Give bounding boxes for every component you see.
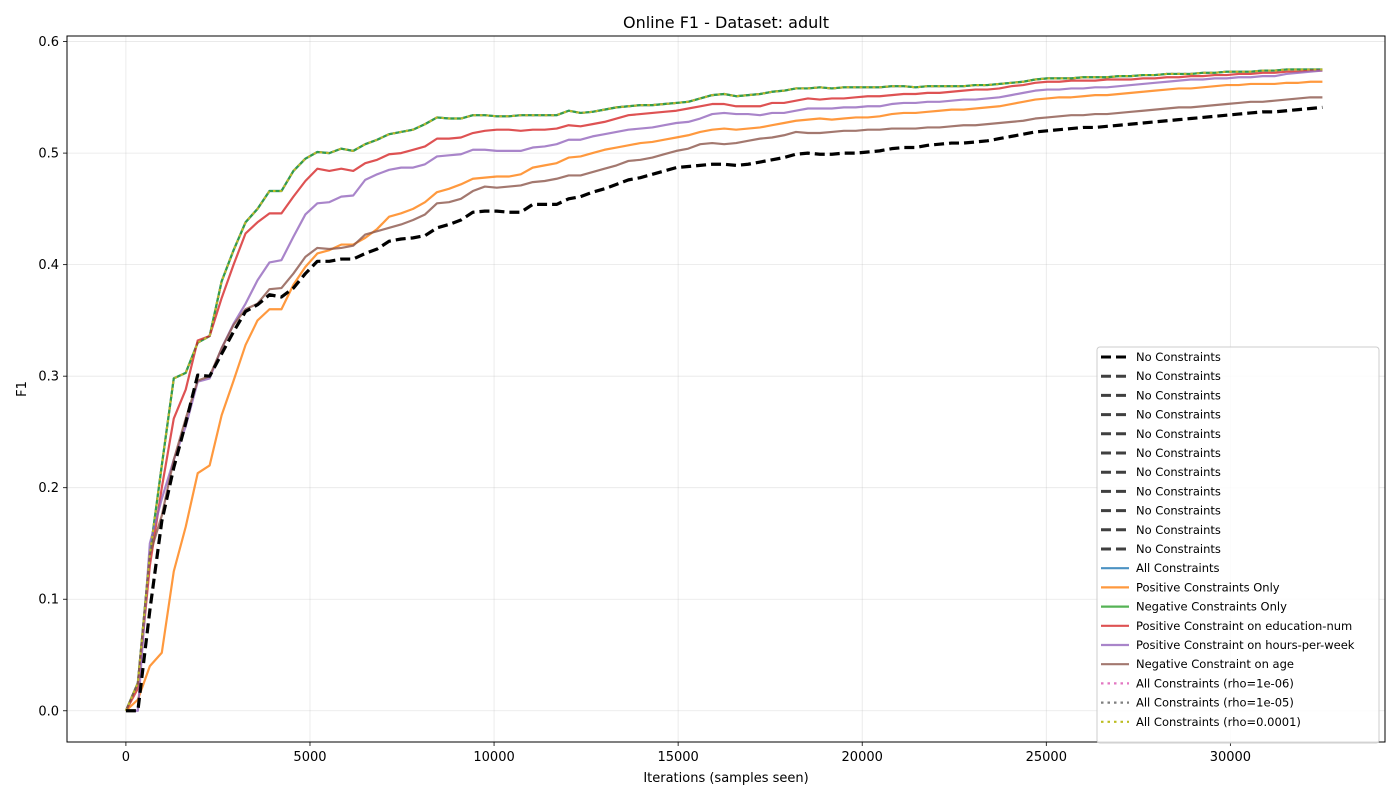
axis-ticks: 0 5000 10000 15000 20000 25000 30000 0.0 0.1 0.2 0… — [38, 35, 1251, 765]
x-tick-label: 5000 — [293, 750, 326, 765]
x-tick-label: 30000 — [1210, 750, 1251, 765]
legend-label: No Constraints — [1136, 465, 1221, 479]
series-lines — [124, 68, 1323, 713]
x-tick-label: 10000 — [473, 750, 514, 765]
legend-label: No Constraints — [1136, 369, 1221, 383]
y-tick-label: 0.5 — [38, 147, 59, 162]
legend-label: No Constraints — [1136, 408, 1221, 422]
legend-label: Positive Constraints Only — [1136, 580, 1280, 594]
legend-label: No Constraints — [1136, 427, 1221, 441]
chart-title: Online F1 - Dataset: adult — [623, 13, 829, 32]
legend-label: All Constraints — [1136, 561, 1220, 575]
y-tick-label: 0.6 — [38, 35, 59, 50]
legend-label: Positive Constraint on education-num — [1136, 619, 1352, 633]
series-line — [124, 68, 1323, 712]
legend-label: All Constraints (rho=1e-05) — [1136, 696, 1294, 710]
legend: No Constraints No Constraints No Constrain… — [1096, 346, 1380, 744]
y-tick-label: 0.4 — [38, 258, 59, 273]
series-line — [125, 80, 1323, 712]
legend-label: No Constraints — [1136, 504, 1221, 518]
legend-label: Positive Constraint on hours-per-week — [1136, 638, 1355, 652]
y-tick-label: 0.0 — [38, 704, 59, 719]
y-tick-label: 0.1 — [38, 593, 59, 608]
legend-label: No Constraints — [1136, 484, 1221, 498]
legend-box — [1096, 346, 1380, 744]
x-tick-label: 0 — [122, 750, 130, 765]
legend-label: All Constraints (rho=0.0001) — [1136, 715, 1301, 729]
legend-label: No Constraints — [1136, 542, 1221, 556]
legend-label: No Constraints — [1136, 350, 1221, 364]
y-tick-label: 0.2 — [38, 481, 59, 496]
series-line — [125, 69, 1323, 712]
x-axis-title: Iterations (samples seen) — [643, 771, 808, 786]
legend-label: Negative Constraint on age — [1136, 657, 1294, 671]
x-tick-label: 15000 — [657, 750, 698, 765]
y-tick-label: 0.3 — [38, 370, 59, 385]
legend-label: Negative Constraints Only — [1136, 600, 1287, 614]
legend-label: No Constraints — [1136, 523, 1221, 537]
x-tick-label: 25000 — [1026, 750, 1067, 765]
x-tick-label: 20000 — [842, 750, 883, 765]
legend-label: All Constraints (rho=1e-06) — [1136, 676, 1294, 690]
legend-label: No Constraints — [1136, 388, 1221, 402]
y-axis-title: F1 — [15, 381, 30, 397]
series-line — [124, 96, 1323, 712]
plot-area-frame — [66, 35, 1386, 743]
series-line — [124, 69, 1323, 712]
legend-label: No Constraints — [1136, 446, 1221, 460]
